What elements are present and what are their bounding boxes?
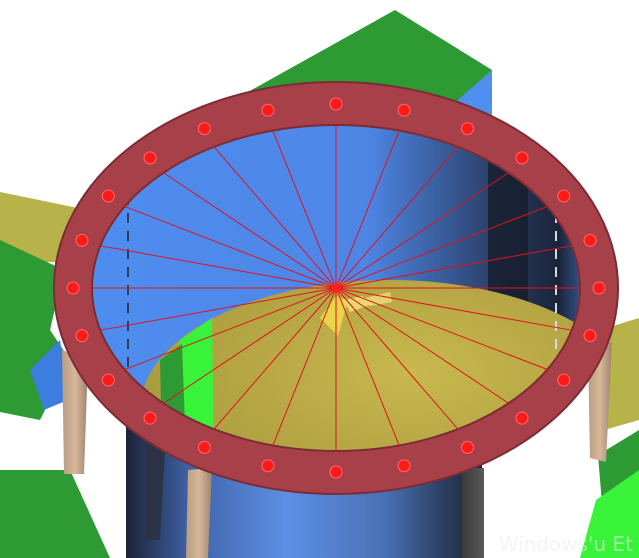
bolt-hole-icon [66, 281, 80, 295]
support-legs [62, 342, 612, 558]
leg-right-mid [462, 468, 484, 558]
bolt-hole-icon [461, 440, 474, 454]
radial-line [213, 146, 337, 289]
bolt-hole-icon [261, 459, 275, 473]
bolt-hole-icon [261, 103, 275, 117]
bright-green-corner [580, 470, 639, 558]
radial-line [335, 206, 548, 289]
olive-ground-left [0, 192, 78, 262]
radial-line [124, 287, 337, 370]
bolt-hole-icon [143, 151, 157, 165]
bolt-hole-icon [397, 459, 411, 473]
radial-line [335, 287, 400, 446]
bolt-hole-icon [198, 122, 211, 136]
radial-line [163, 172, 337, 289]
radial-line [100, 245, 337, 289]
radial-line [213, 287, 337, 430]
bolt-hole-icon [143, 411, 157, 425]
bolt-hole-icon [557, 373, 571, 387]
bolt-hole-icon [515, 411, 529, 425]
bolt-hole-icon [101, 373, 115, 387]
bolt-hole-icon [329, 97, 343, 111]
bolt-hole-icon [101, 189, 115, 203]
center-point [331, 283, 341, 293]
radial-line [272, 130, 337, 289]
radial-line [163, 287, 337, 404]
radial-lines [92, 125, 580, 451]
bolt-hole-icon [592, 281, 606, 295]
bolt-hole-icon [75, 233, 89, 247]
radial-line [335, 287, 572, 331]
radial-line [335, 245, 572, 289]
radial-line [100, 287, 337, 331]
leg-left-front [62, 350, 88, 474]
bolt-hole-icon [583, 233, 597, 247]
bolt-hole-icon [461, 122, 474, 136]
bolt-hole-icon [75, 329, 89, 343]
radial-line [124, 206, 337, 289]
bolt-holes [66, 97, 606, 479]
radial-line [335, 287, 459, 430]
radial-line [272, 287, 337, 446]
bolt-hole-icon [397, 103, 411, 117]
radial-line [335, 172, 509, 289]
bolt-hole-icon [515, 151, 529, 165]
green-ground-bottom [0, 470, 110, 558]
blue-face-left [30, 340, 68, 410]
leg-left-mid [186, 468, 212, 558]
radial-line [335, 146, 459, 289]
radial-line [335, 287, 548, 370]
bolt-hole-icon [329, 465, 343, 479]
bolt-hole-icon [198, 440, 211, 454]
radial-line [335, 287, 509, 404]
bolt-hole-icon [557, 189, 571, 203]
leg-center-shadow [146, 430, 166, 540]
bolt-hole-icon [583, 329, 597, 343]
radial-line [335, 130, 400, 289]
